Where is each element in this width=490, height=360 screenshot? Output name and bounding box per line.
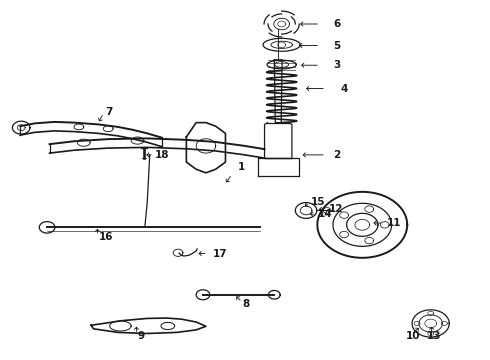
Text: 16: 16: [98, 232, 113, 242]
Text: 2: 2: [333, 150, 340, 160]
Text: 13: 13: [427, 331, 441, 341]
Text: 14: 14: [318, 209, 333, 219]
Text: 15: 15: [311, 197, 325, 207]
Text: 17: 17: [213, 248, 228, 258]
Text: 3: 3: [333, 60, 340, 70]
Text: 5: 5: [333, 41, 340, 50]
Text: 18: 18: [155, 150, 169, 160]
Text: 1: 1: [238, 162, 245, 172]
Text: 7: 7: [106, 107, 113, 117]
Text: 8: 8: [243, 299, 250, 309]
Text: 4: 4: [340, 84, 347, 94]
Text: 11: 11: [387, 218, 401, 228]
Text: 6: 6: [333, 19, 340, 29]
Text: 12: 12: [329, 204, 343, 215]
Text: 10: 10: [406, 331, 421, 341]
Text: 9: 9: [138, 331, 145, 341]
